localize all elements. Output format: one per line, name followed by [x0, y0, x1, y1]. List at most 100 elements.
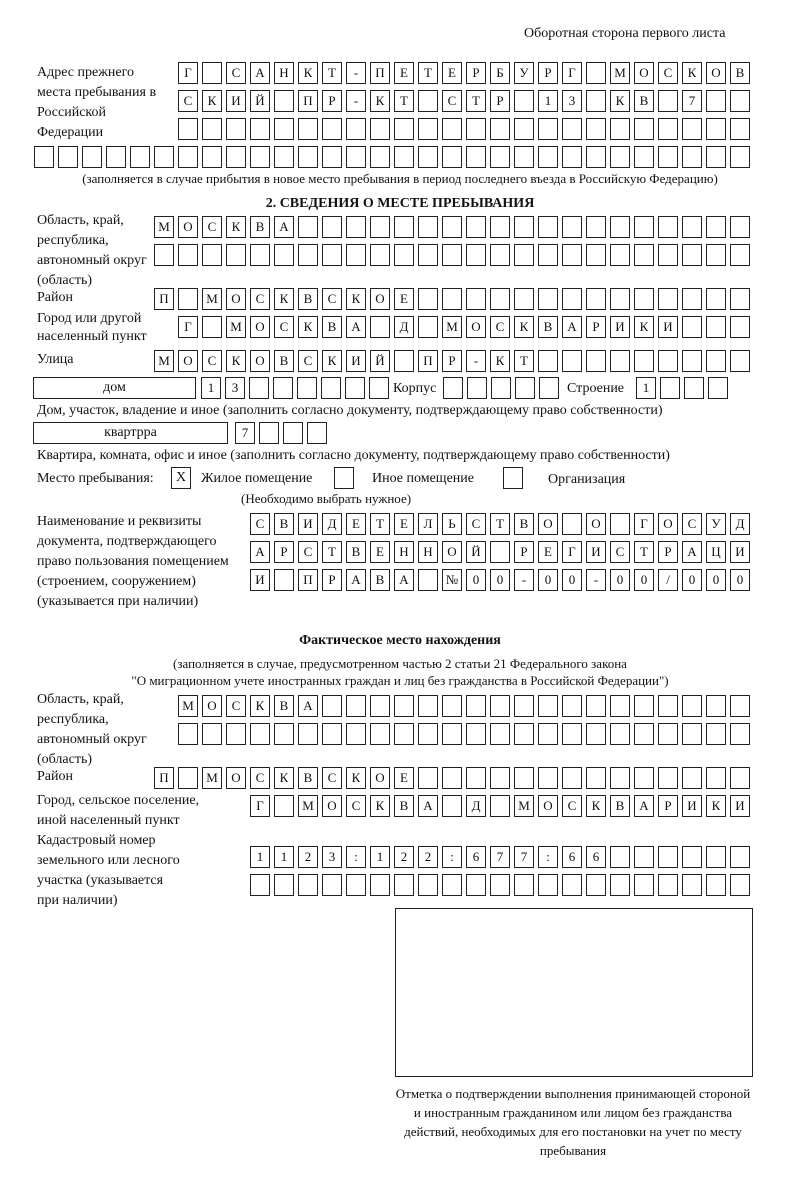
char-cell[interactable]: / — [658, 569, 678, 591]
char-cell[interactable] — [706, 216, 726, 238]
char-cell[interactable] — [490, 216, 510, 238]
char-cell[interactable] — [514, 695, 534, 717]
char-cell[interactable]: Р — [538, 62, 558, 84]
char-cell[interactable]: Г — [250, 795, 270, 817]
char-cell[interactable]: 0 — [538, 569, 558, 591]
char-cell[interactable] — [250, 146, 270, 168]
char-cell[interactable]: Й — [370, 350, 390, 372]
char-cell[interactable]: - — [514, 569, 534, 591]
char-cell[interactable] — [394, 350, 414, 372]
char-cell[interactable]: К — [274, 767, 294, 789]
char-cell[interactable]: : — [538, 846, 558, 868]
char-cell[interactable] — [658, 146, 678, 168]
char-cell[interactable] — [634, 846, 654, 868]
char-cell[interactable] — [586, 723, 606, 745]
char-cell[interactable]: И — [586, 541, 606, 563]
char-cell[interactable] — [562, 216, 582, 238]
char-cell[interactable]: С — [202, 350, 222, 372]
char-cell[interactable]: Р — [586, 316, 606, 338]
char-cell[interactable]: К — [370, 90, 390, 112]
char-cell[interactable] — [586, 874, 606, 896]
char-cell[interactable]: Т — [634, 541, 654, 563]
char-cell[interactable] — [274, 244, 294, 266]
char-cell[interactable] — [466, 244, 486, 266]
char-cell[interactable]: Р — [490, 90, 510, 112]
char-cell[interactable] — [250, 874, 270, 896]
char-cell[interactable] — [658, 874, 678, 896]
flat-type-field[interactable]: квартрра — [33, 422, 228, 444]
char-cell[interactable]: М — [442, 316, 462, 338]
char-cell[interactable]: Т — [466, 90, 486, 112]
char-cell[interactable] — [586, 62, 606, 84]
char-cell[interactable] — [370, 118, 390, 140]
char-cell[interactable]: Т — [394, 90, 414, 112]
char-cell[interactable] — [682, 146, 702, 168]
char-cell[interactable]: М — [154, 216, 174, 238]
char-cell[interactable] — [634, 695, 654, 717]
char-cell[interactable] — [562, 723, 582, 745]
char-cell[interactable]: К — [274, 288, 294, 310]
char-cell[interactable] — [466, 216, 486, 238]
char-cell[interactable]: Т — [514, 350, 534, 372]
char-cell[interactable] — [539, 377, 559, 399]
char-cell[interactable]: В — [274, 350, 294, 372]
char-cell[interactable] — [562, 350, 582, 372]
char-cell[interactable]: С — [658, 62, 678, 84]
char-cell[interactable] — [394, 723, 414, 745]
char-cell[interactable]: Р — [274, 541, 294, 563]
char-cell[interactable]: А — [394, 569, 414, 591]
char-cell[interactable] — [730, 350, 750, 372]
char-cell[interactable] — [346, 723, 366, 745]
char-cell[interactable]: В — [322, 316, 342, 338]
char-cell[interactable] — [658, 90, 678, 112]
char-cell[interactable]: Т — [418, 62, 438, 84]
char-cell[interactable]: - — [586, 569, 606, 591]
char-cell[interactable] — [538, 723, 558, 745]
char-cell[interactable] — [418, 767, 438, 789]
char-cell[interactable]: И — [346, 350, 366, 372]
char-cell[interactable] — [298, 874, 318, 896]
char-cell[interactable]: М — [178, 695, 198, 717]
char-cell[interactable] — [514, 90, 534, 112]
char-cell[interactable] — [178, 288, 198, 310]
char-cell[interactable] — [634, 288, 654, 310]
char-cell[interactable]: Й — [250, 90, 270, 112]
char-cell[interactable]: Т — [322, 541, 342, 563]
char-cell[interactable] — [682, 118, 702, 140]
char-cell[interactable] — [586, 288, 606, 310]
char-cell[interactable]: В — [298, 767, 318, 789]
char-cell[interactable]: С — [682, 513, 702, 535]
char-cell[interactable]: А — [274, 216, 294, 238]
char-cell[interactable]: С — [250, 513, 270, 535]
char-cell[interactable] — [730, 767, 750, 789]
char-cell[interactable] — [610, 244, 630, 266]
char-cell[interactable]: Т — [370, 513, 390, 535]
char-cell[interactable]: - — [466, 350, 486, 372]
char-cell[interactable] — [706, 874, 726, 896]
char-cell[interactable] — [130, 146, 150, 168]
char-cell[interactable] — [274, 90, 294, 112]
char-cell[interactable] — [660, 377, 680, 399]
char-cell[interactable] — [730, 118, 750, 140]
char-cell[interactable] — [706, 350, 726, 372]
char-cell[interactable] — [658, 846, 678, 868]
char-cell[interactable]: 0 — [490, 569, 510, 591]
char-cell[interactable] — [490, 767, 510, 789]
char-cell[interactable] — [226, 723, 246, 745]
char-cell[interactable] — [418, 316, 438, 338]
char-cell[interactable] — [682, 767, 702, 789]
char-cell[interactable]: К — [226, 350, 246, 372]
char-cell[interactable] — [586, 244, 606, 266]
char-cell[interactable] — [418, 874, 438, 896]
char-cell[interactable] — [538, 118, 558, 140]
char-cell[interactable] — [490, 695, 510, 717]
char-cell[interactable]: К — [514, 316, 534, 338]
checkbox-organization[interactable] — [503, 467, 523, 489]
char-cell[interactable] — [226, 244, 246, 266]
char-cell[interactable] — [466, 874, 486, 896]
char-cell[interactable]: 7 — [514, 846, 534, 868]
char-cell[interactable] — [490, 795, 510, 817]
char-cell[interactable]: Г — [562, 541, 582, 563]
char-cell[interactable]: 2 — [298, 846, 318, 868]
char-cell[interactable] — [610, 288, 630, 310]
